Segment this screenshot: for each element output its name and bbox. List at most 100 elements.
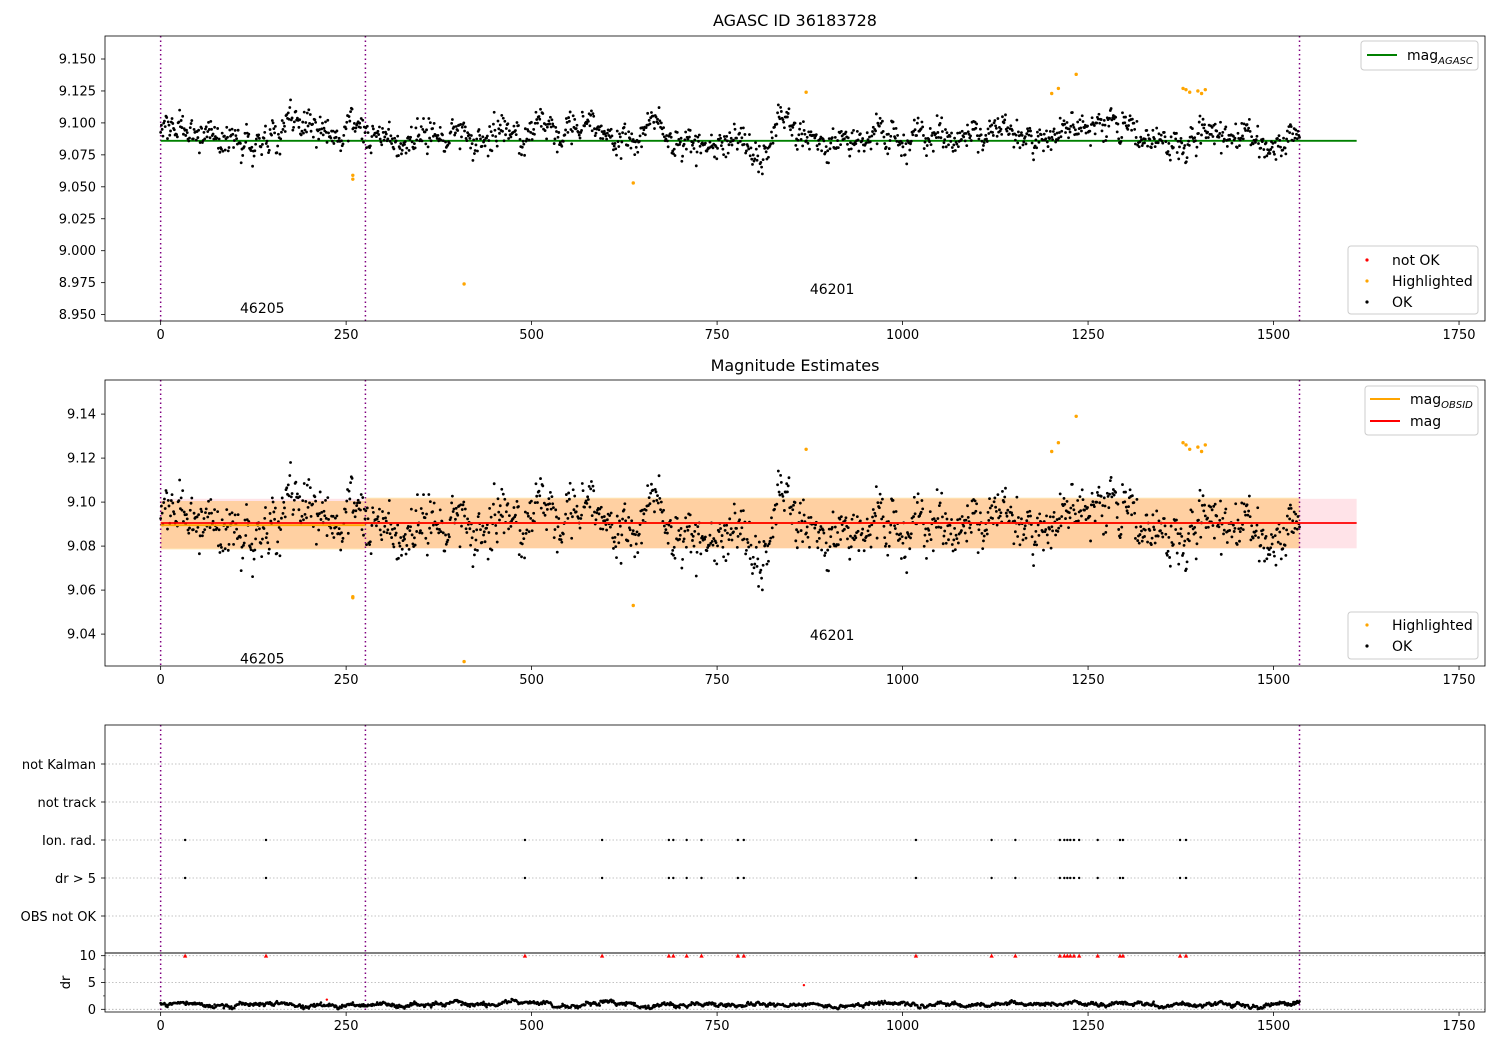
ok-point	[895, 532, 899, 536]
ok-point	[677, 138, 681, 141]
ok-point	[447, 535, 451, 539]
ok-point	[438, 126, 442, 129]
flag-event-point	[700, 838, 703, 842]
ok-point	[407, 547, 411, 551]
ok-point	[990, 504, 994, 508]
ok-point	[1029, 129, 1032, 133]
ok-point	[273, 506, 277, 510]
ok-point	[905, 571, 909, 575]
ok-point	[805, 139, 808, 143]
ok-point	[292, 508, 295, 512]
ok-point	[384, 519, 388, 523]
ok-point	[163, 497, 166, 501]
ok-point	[241, 556, 245, 560]
ok-point	[1137, 541, 1141, 545]
legend-point-swatch	[1365, 279, 1369, 283]
ok-point	[746, 541, 750, 544]
ok-point	[1285, 528, 1288, 532]
ok-point	[560, 540, 564, 544]
ok-point	[889, 523, 893, 527]
ok-point	[648, 502, 652, 506]
ok-point	[191, 137, 195, 141]
ok-point	[384, 516, 387, 520]
ok-point	[452, 125, 456, 129]
ok-point	[318, 115, 322, 119]
ok-point	[456, 129, 460, 132]
ok-point	[179, 496, 183, 500]
ok-point	[616, 140, 620, 144]
ok-point	[486, 557, 490, 561]
ok-point	[682, 537, 686, 541]
ok-point	[843, 137, 846, 141]
ok-point	[1038, 128, 1042, 132]
ok-point	[761, 158, 765, 162]
dr-ok-point	[213, 1003, 216, 1006]
ok-point	[163, 119, 166, 123]
ok-point	[500, 487, 504, 491]
ok-point	[912, 495, 916, 499]
x-tick-label: 1000	[886, 673, 919, 688]
ok-point	[750, 157, 754, 161]
ok-point	[322, 126, 326, 130]
ok-point	[1160, 531, 1164, 535]
ok-point	[982, 539, 985, 543]
ok-point	[719, 136, 722, 140]
ok-point	[517, 553, 521, 557]
ok-point	[756, 154, 760, 158]
ok-point	[1108, 479, 1112, 483]
ok-point	[394, 531, 398, 535]
ok-point	[411, 542, 415, 546]
ok-point	[728, 517, 732, 521]
ok-point	[1016, 141, 1020, 145]
ok-point	[498, 131, 501, 135]
ok-point	[638, 134, 642, 138]
ok-point	[561, 140, 565, 143]
ok-point	[1015, 495, 1019, 499]
ok-point	[211, 519, 215, 523]
ok-point	[548, 122, 552, 126]
ok-point	[592, 489, 596, 493]
ok-point	[858, 519, 862, 523]
ok-point	[553, 137, 557, 141]
ok-point	[1058, 492, 1062, 496]
legend-label-subscript: AGASC	[1437, 56, 1473, 67]
ok-point	[264, 506, 267, 509]
ok-point	[466, 131, 469, 135]
ok-point	[958, 131, 962, 135]
ok-point	[398, 147, 402, 150]
legend-label-main: mag	[1410, 392, 1441, 408]
flag-event-point	[1069, 876, 1072, 880]
ok-point	[615, 514, 619, 518]
ok-point	[626, 144, 630, 147]
ok-point	[696, 135, 700, 139]
ok-point	[757, 144, 761, 148]
ok-point	[1168, 564, 1172, 568]
ok-point	[1095, 500, 1099, 504]
ok-point	[264, 536, 268, 540]
ok-point	[1130, 128, 1134, 132]
ok-point	[545, 125, 549, 129]
ok-point	[900, 557, 903, 560]
ok-point	[1089, 144, 1092, 147]
ok-point	[682, 142, 686, 146]
ok-point	[325, 534, 329, 537]
ok-point	[766, 544, 770, 548]
ok-point	[565, 499, 569, 503]
ok-point	[1198, 488, 1202, 492]
ok-point	[710, 133, 713, 137]
ok-point	[653, 487, 657, 491]
ok-point	[327, 517, 330, 521]
ok-point	[456, 513, 460, 517]
ok-point	[469, 543, 473, 547]
ok-point	[640, 145, 643, 149]
flag-event-point	[1118, 876, 1122, 880]
ok-point	[950, 518, 953, 521]
highlighted-point	[1203, 87, 1207, 92]
ok-point	[335, 514, 339, 518]
ok-point	[507, 514, 511, 517]
ok-point	[386, 137, 390, 141]
ok-point	[686, 528, 690, 532]
ok-point	[501, 116, 505, 120]
ok-point	[370, 135, 374, 138]
